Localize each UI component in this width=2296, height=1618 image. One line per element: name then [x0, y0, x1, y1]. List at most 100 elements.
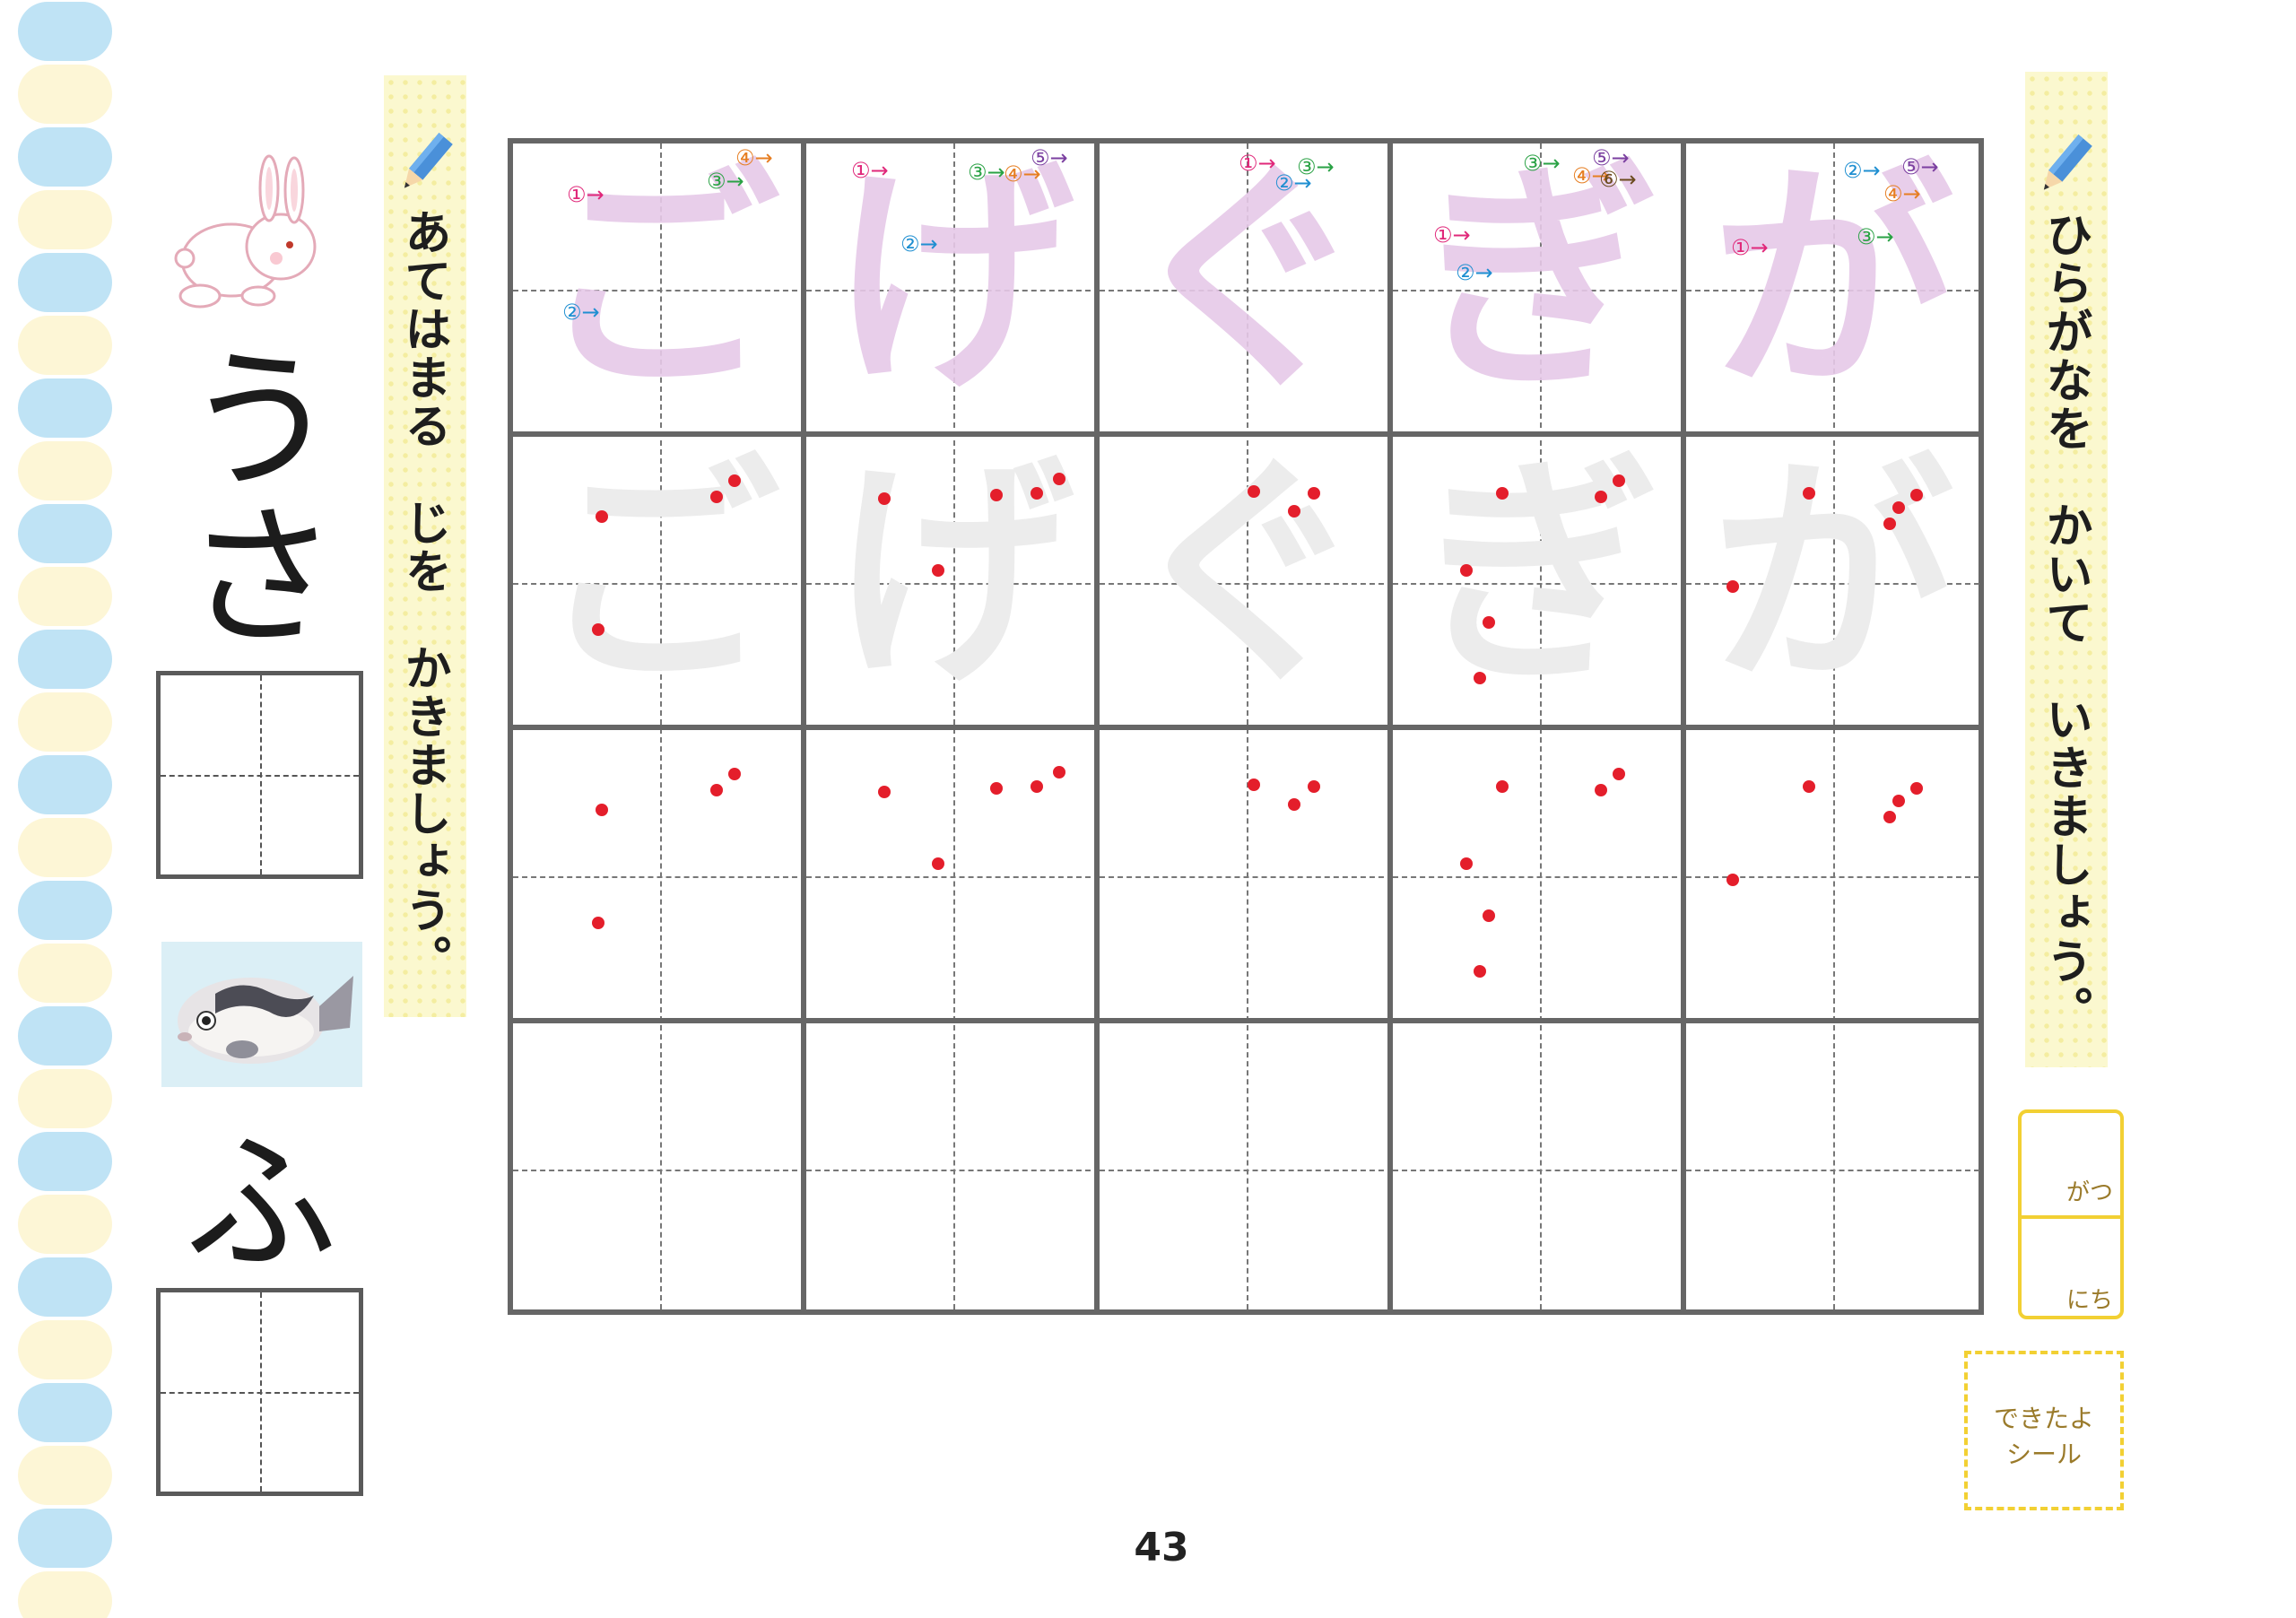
- pufferfish-illustration: [161, 942, 362, 1087]
- stroke-order-label: ③→: [1857, 224, 1894, 249]
- start-point-dot: [1883, 518, 1896, 530]
- writing-cell[interactable]: [513, 730, 806, 1018]
- writing-cell[interactable]: [1100, 730, 1393, 1018]
- stroke-order-label: ②→: [1274, 170, 1312, 196]
- word1-char-2: さ: [185, 490, 338, 667]
- decorative-side-stripe: [0, 0, 117, 1618]
- start-point-dot: [1474, 672, 1486, 684]
- sticker-label-line1: できたよ: [1993, 1404, 2094, 1433]
- stroke-order-label: ⑤→: [1592, 145, 1630, 170]
- word2-char-1: ふ: [185, 1116, 338, 1293]
- start-point-dot: [1892, 501, 1905, 514]
- start-point-dot: [1726, 580, 1739, 593]
- start-point-dot: [1803, 780, 1815, 793]
- start-point-dot: [1595, 784, 1607, 796]
- start-point-dot: [1248, 779, 1260, 791]
- start-point-dot: [1892, 795, 1905, 807]
- start-point-dot: [932, 564, 944, 577]
- stroke-order-label: ③→: [968, 160, 1005, 185]
- tracing-character: ぎ: [1418, 433, 1661, 716]
- writing-cell[interactable]: [1686, 730, 1979, 1018]
- pencil-icon: [2043, 134, 2092, 190]
- start-point-dot: [1460, 564, 1473, 577]
- start-point-dot: [1496, 780, 1509, 793]
- stroke-order-label: ①→: [1731, 235, 1769, 260]
- model-character: ぐ: [1125, 139, 1368, 422]
- stroke-order-label: ④→: [1004, 161, 1041, 187]
- stroke-order-label: ⑥→: [1599, 167, 1637, 192]
- start-point-dot: [1910, 782, 1923, 795]
- instruction-banner-right: ひらがなを かいて いきましょう。: [2025, 72, 2108, 1067]
- start-point-dot: [990, 782, 1003, 795]
- start-point-dot: [1308, 487, 1320, 500]
- start-point-dot: [990, 489, 1003, 501]
- date-box[interactable]: がつ にち: [2018, 1109, 2124, 1319]
- stroke-order-label: ①→: [567, 182, 604, 207]
- writing-cell[interactable]: [1393, 1023, 1686, 1311]
- writing-cell[interactable]: [1393, 437, 1686, 725]
- writing-cell[interactable]: [806, 437, 1100, 725]
- tracing-character: ご: [538, 433, 781, 716]
- instruction-text: あてはまる じを かきましょう。: [396, 208, 450, 983]
- stroke-order-label: ②→: [900, 231, 938, 257]
- start-point-dot: [1031, 487, 1043, 500]
- stroke-order-label: ①→: [1239, 151, 1276, 176]
- stroke-order-label: ④→: [1572, 163, 1610, 188]
- writing-cell[interactable]: [1686, 437, 1979, 725]
- start-point-dot: [1910, 489, 1923, 501]
- start-point-dot: [1460, 857, 1473, 870]
- word1-char-1: う: [185, 333, 338, 510]
- tracing-character: ぐ: [1125, 433, 1368, 716]
- start-point-dot: [728, 768, 741, 780]
- model-character: ご: [538, 139, 781, 422]
- answer-box-1[interactable]: [156, 671, 363, 879]
- writing-cell[interactable]: [1100, 437, 1393, 725]
- instruction-banner-left: あてはまる じを かきましょう。: [384, 75, 466, 1017]
- stroke-order-label: ②→: [562, 300, 600, 325]
- start-point-dot: [1288, 505, 1300, 518]
- start-point-dot: [596, 510, 608, 523]
- start-point-dot: [1496, 487, 1509, 500]
- instruction-text: ひらがなを かいて いきましょう。: [2038, 211, 2092, 1034]
- model-character: げ: [831, 139, 1074, 422]
- sticker-box[interactable]: できたよ シール: [1964, 1351, 2124, 1510]
- start-point-dot: [1288, 798, 1300, 811]
- rabbit-illustration: [174, 154, 317, 309]
- start-point-dot: [592, 623, 604, 636]
- practice-column: ぐ ①→ ②→ ③→ ぐ: [1100, 144, 1393, 1309]
- model-character: が: [1711, 139, 1954, 422]
- practice-grid: ご ①→ ②→ ③→ ④→ ごげ ①→ ②→ ③→ ④→ ⑤→ げぐ ①→ ②→ ③→ ぐぎ ①→ ②→ ③→ ④→ ⑤…: [508, 138, 1984, 1315]
- stroke-order-label: ③→: [1297, 154, 1335, 179]
- writing-cell[interactable]: [1686, 1023, 1979, 1311]
- start-point-dot: [1474, 965, 1486, 978]
- start-point-dot: [878, 786, 891, 798]
- stroke-order-label: ②→: [1843, 158, 1881, 183]
- stroke-order-label: ③→: [1523, 151, 1561, 176]
- start-point-dot: [1613, 768, 1625, 780]
- stroke-order-label: ④→: [735, 145, 773, 170]
- writing-cell[interactable]: [806, 1023, 1100, 1311]
- stroke-order-label: ④→: [1883, 181, 1921, 206]
- start-point-dot: [1613, 474, 1625, 487]
- start-point-dot: [1726, 874, 1739, 886]
- stroke-order-label: ③→: [707, 169, 744, 194]
- model-character: ぎ: [1418, 139, 1661, 422]
- writing-cell[interactable]: [1393, 730, 1686, 1018]
- start-point-dot: [710, 491, 723, 503]
- writing-cell[interactable]: [513, 1023, 806, 1311]
- stroke-order-label: ①→: [851, 158, 889, 183]
- pencil-icon: [404, 132, 453, 188]
- start-point-dot: [1883, 811, 1896, 823]
- writing-cell[interactable]: [806, 730, 1100, 1018]
- answer-box-2[interactable]: [156, 1288, 363, 1496]
- start-point-dot: [878, 492, 891, 505]
- start-point-dot: [1053, 473, 1065, 485]
- day-label: にち: [2066, 1287, 2113, 1314]
- practice-column: げ ①→ ②→ ③→ ④→ ⑤→ げ: [806, 144, 1100, 1309]
- writing-cell[interactable]: [1100, 1023, 1393, 1311]
- stroke-order-label: ⑤→: [1031, 145, 1068, 170]
- writing-cell[interactable]: [513, 437, 806, 725]
- start-point-dot: [1248, 485, 1260, 498]
- start-point-dot: [1483, 909, 1495, 922]
- start-point-dot: [1803, 487, 1815, 500]
